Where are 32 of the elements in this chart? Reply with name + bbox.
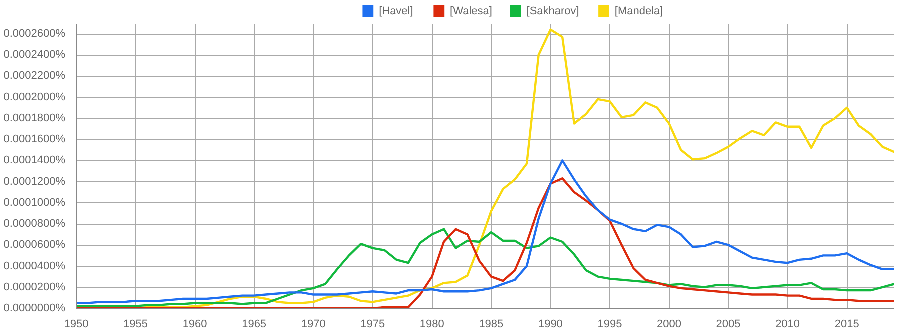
y-tick-label: 0.0000000% (4, 302, 66, 314)
x-tick-label: 1955 (124, 318, 148, 330)
x-tick-label: 2000 (657, 318, 682, 330)
x-tick-label: 2010 (776, 318, 800, 330)
y-tick-label: 0.0000200% (4, 281, 66, 294)
x-tick-label: 2005 (716, 318, 741, 330)
y-tick-label: 0.0000400% (4, 260, 66, 272)
x-tick-label: 1990 (538, 318, 563, 330)
x-tick-label: 1965 (242, 318, 267, 330)
x-tick-label: 1980 (420, 318, 444, 330)
y-tick-label: 0.0001800% (4, 112, 66, 124)
legend-label: [Walesa] (450, 6, 492, 18)
x-tick-label: 1950 (64, 318, 89, 330)
y-tick-label: 0.0001600% (4, 134, 66, 146)
y-tick-label: 0.0000600% (4, 239, 66, 252)
x-tick-label: 1995 (598, 318, 622, 330)
x-tick-label: 1985 (479, 318, 504, 330)
legend-label: [Havel] (379, 6, 414, 18)
x-tick-label: 1975 (360, 318, 386, 330)
x-tick-label: 1970 (301, 318, 326, 330)
y-tick-label: 0.0002600% (4, 28, 66, 40)
x-tick-label: 2015 (834, 318, 860, 330)
y-tick-label: 0.0001200% (4, 176, 66, 188)
legend-label: [Sakharov] (526, 6, 580, 18)
y-tick-label: 0.0001400% (4, 154, 66, 167)
legend-label: [Mandela] (614, 6, 664, 18)
y-tick-label: 0.0002000% (4, 91, 66, 104)
y-tick-label: 0.0000800% (4, 218, 66, 230)
y-tick-label: 0.0002200% (4, 70, 66, 82)
y-tick-label: 0.0001000% (4, 196, 66, 209)
x-tick-label: 1960 (182, 318, 208, 330)
y-tick-label: 0.0002400% (4, 49, 66, 62)
